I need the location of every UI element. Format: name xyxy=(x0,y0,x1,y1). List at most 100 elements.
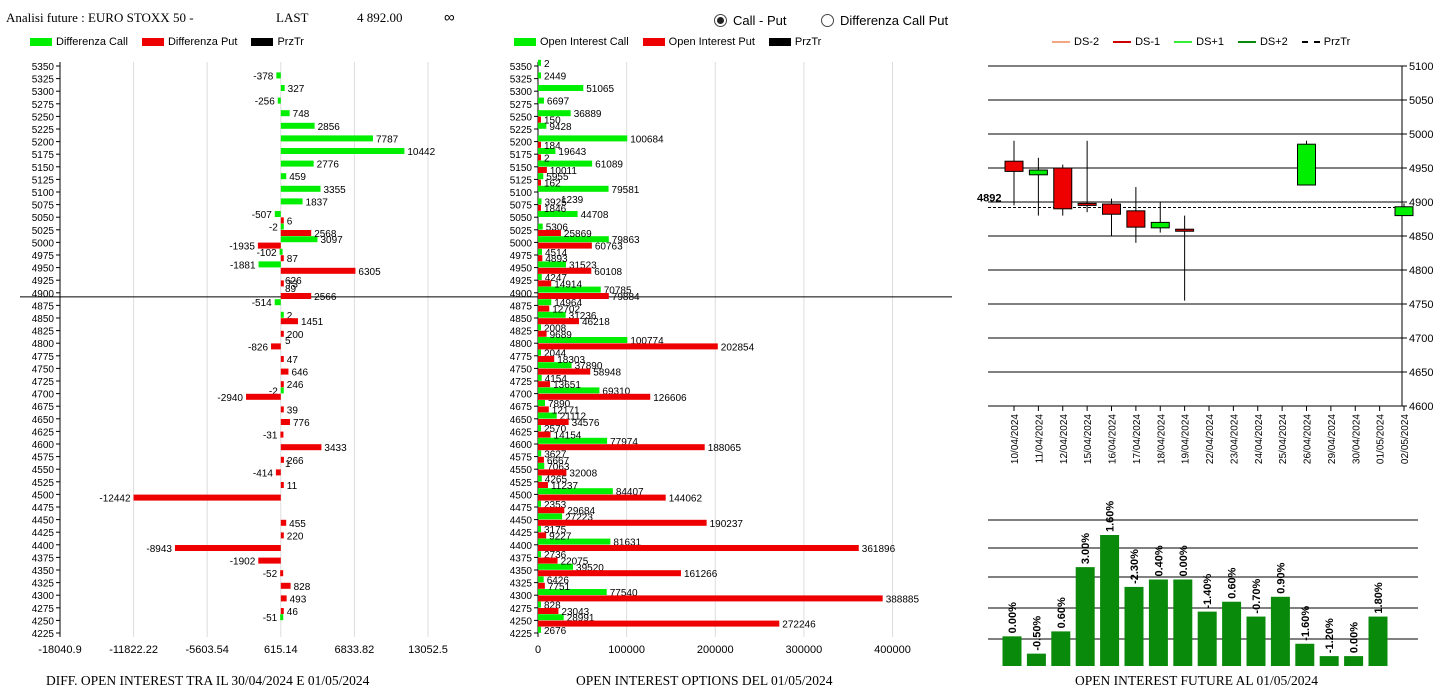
date-label: 02/05/2024 xyxy=(1400,414,1411,464)
call-bar xyxy=(538,538,611,545)
legend-ds-p1: DS+1 xyxy=(1174,36,1224,48)
call-bar xyxy=(538,425,541,432)
strike-label: 4350 xyxy=(510,566,533,577)
strike-label: 4475 xyxy=(510,503,533,514)
bar-value-label: 144062 xyxy=(669,494,703,505)
put-bar xyxy=(538,582,545,589)
call-bar xyxy=(538,173,544,180)
legend-ds-m2-label: DS-2 xyxy=(1074,36,1100,48)
call-bar xyxy=(538,463,545,469)
put-bar xyxy=(538,204,541,211)
strike-label: 5025 xyxy=(32,226,55,237)
bar-value-label: 327 xyxy=(288,84,305,95)
legend-mid: Open Interest Call Open Interest Put Prz… xyxy=(514,36,821,48)
legend-prz-left-label: PrzTr xyxy=(277,36,304,48)
strike-label: 5050 xyxy=(32,213,55,224)
call-bar xyxy=(538,97,544,104)
strike-label: 5350 xyxy=(32,62,55,73)
strike-label: 5200 xyxy=(32,138,55,149)
call-bar xyxy=(538,362,572,369)
put-bar xyxy=(246,393,281,400)
y-tick-label: 4650 xyxy=(1409,367,1433,379)
put-bar xyxy=(280,431,284,438)
radio-diff-call-put[interactable]: Differenza Call Put xyxy=(821,13,948,32)
bar-value-label: 87 xyxy=(287,254,299,265)
date-label: 23/04/2024 xyxy=(1229,414,1240,464)
strike-label: 4650 xyxy=(32,415,55,426)
strike-label: 4325 xyxy=(510,579,533,590)
call-bar xyxy=(538,274,542,280)
radio-call-put[interactable]: Call - Put xyxy=(714,13,786,32)
bar-value-label: 79863 xyxy=(612,235,640,246)
put-bar xyxy=(280,368,289,375)
strike-label: 5025 xyxy=(510,226,533,237)
put-bar xyxy=(280,280,284,287)
bar-value-label: 272246 xyxy=(782,620,816,631)
put-bar xyxy=(538,179,541,186)
call-bar xyxy=(538,261,566,268)
future-oi-label: 0.00% xyxy=(1007,602,1019,633)
x-tick-label: -5603.54 xyxy=(185,644,228,656)
strike-label: 4600 xyxy=(32,440,55,451)
put-bar xyxy=(538,293,609,299)
date-label: 15/04/2024 xyxy=(1083,414,1094,464)
put-bar xyxy=(257,242,281,249)
strike-label: 4725 xyxy=(510,377,533,388)
date-label: 18/04/2024 xyxy=(1156,414,1167,464)
call-bar xyxy=(538,589,607,595)
bar-value-label: 126606 xyxy=(653,393,687,404)
call-bar xyxy=(538,299,552,306)
strike-label: 4575 xyxy=(510,453,533,464)
put-bar xyxy=(538,381,551,388)
bar-value-label: 12702 xyxy=(552,305,580,316)
date-label: 12/04/2024 xyxy=(1059,414,1070,464)
call-bar xyxy=(538,614,564,621)
app-title: Analisi future : EURO STOXX 50 - xyxy=(6,10,194,25)
bar-value-label: 6667 xyxy=(547,456,570,467)
call-bar xyxy=(280,387,284,394)
bar-value-label: 84407 xyxy=(616,487,644,498)
radio-diff-dot[interactable] xyxy=(821,14,834,27)
bar-value-label: 3097 xyxy=(320,235,343,246)
bar-value-label: 60763 xyxy=(595,242,623,253)
strike-label: 5100 xyxy=(32,188,55,199)
bar-value-label: 748 xyxy=(293,109,310,120)
call-bar xyxy=(538,513,563,520)
call-bar xyxy=(538,223,543,230)
legend-left: Differenza Call Differenza Put PrzTr xyxy=(30,36,304,48)
strike-label: 4600 xyxy=(510,440,533,451)
strike-label: 5300 xyxy=(510,87,533,98)
bar-value-label: 2570 xyxy=(544,424,567,435)
call-bar xyxy=(538,349,541,356)
radio-call-put-dot[interactable] xyxy=(714,14,727,27)
bar-value-label: 4893 xyxy=(545,254,568,265)
legend-oi-call: Open Interest Call xyxy=(514,36,629,48)
y-tick-label: 5050 xyxy=(1409,95,1433,107)
bar-value-label: 14964 xyxy=(554,298,582,309)
strike-label: 4975 xyxy=(510,251,533,262)
x-tick-label: 615.14 xyxy=(264,644,298,656)
strike-label: 4650 xyxy=(510,415,533,426)
strike-label: 4625 xyxy=(32,427,55,438)
call-bar xyxy=(538,110,571,117)
put-bar xyxy=(538,116,541,123)
bar-value-label: -12442 xyxy=(99,494,131,505)
strike-label: 5150 xyxy=(32,163,55,174)
put-bar xyxy=(538,620,780,627)
bar-value-label: 46218 xyxy=(582,317,610,328)
call-bar xyxy=(538,236,609,243)
put-bar xyxy=(538,230,561,236)
bar-value-label: 2449 xyxy=(544,71,567,82)
y-tick-label: 5000 xyxy=(1409,129,1433,141)
bar-value-label: 6426 xyxy=(547,575,570,586)
footer-diff: DIFF. OPEN INTEREST TRA IL 30/04/2024 E … xyxy=(46,673,370,688)
call-bar xyxy=(538,374,542,381)
put-bar xyxy=(280,519,287,526)
call-bar xyxy=(280,160,314,167)
footer-future: OPEN INTEREST FUTURE AL 01/05/2024 xyxy=(1075,673,1319,688)
call-bar xyxy=(538,324,541,331)
call-bar xyxy=(538,526,541,532)
candle-body xyxy=(1394,206,1414,217)
date-label: 22/04/2024 xyxy=(1205,414,1216,464)
strike-label: 4625 xyxy=(510,427,533,438)
